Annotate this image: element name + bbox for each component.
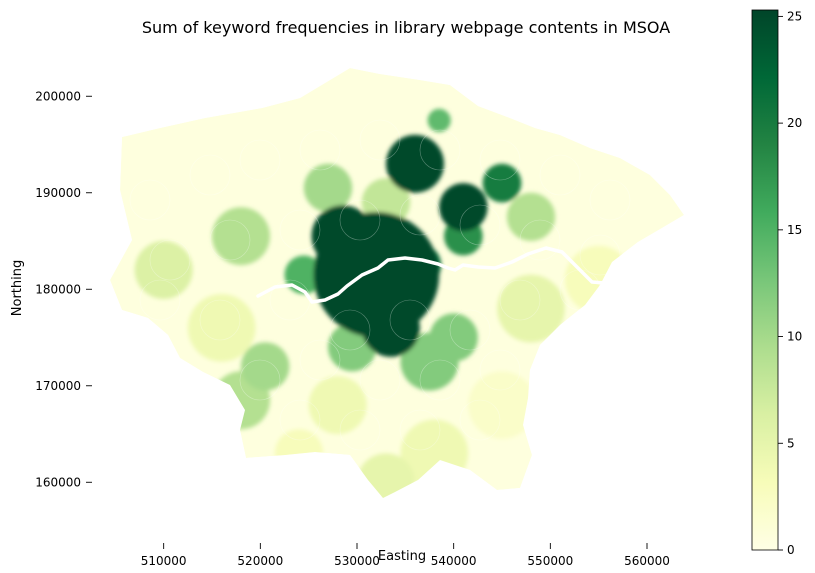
- msoa-border: [299, 339, 341, 381]
- x-tick-label: 560000: [624, 554, 670, 568]
- msoa-border: [459, 204, 501, 246]
- msoa-border: [299, 129, 341, 171]
- msoa-region: [134, 241, 193, 299]
- colorbar-tick-label: 15: [787, 223, 802, 237]
- colorbar-tick-label: 25: [787, 9, 802, 23]
- x-tick-label: 540000: [431, 554, 477, 568]
- msoa-border: [419, 129, 461, 171]
- colorbar-tick-label: 0: [787, 543, 795, 557]
- msoa-border: [139, 279, 181, 321]
- y-axis-label: Northing: [10, 260, 25, 316]
- msoa-border: [209, 219, 251, 261]
- y-tick-label: 160000: [35, 475, 81, 489]
- msoa-border: [519, 219, 561, 261]
- msoa-border: [419, 359, 461, 401]
- msoa-region: [497, 274, 565, 343]
- map-title: Sum of keyword frequencies in library we…: [142, 18, 670, 37]
- msoa-border: [329, 309, 371, 351]
- msoa-border: [359, 119, 401, 161]
- msoa-region: [357, 453, 415, 498]
- msoa-border: [589, 179, 631, 221]
- msoa-border: [149, 239, 191, 281]
- msoa-border: [459, 399, 501, 441]
- msoa-region: [564, 245, 633, 314]
- river-thames: [256, 246, 606, 304]
- colorbar-ticks: 0 5 10 15 20 25: [778, 9, 802, 557]
- msoa-border: [539, 154, 581, 196]
- msoa-border: [199, 299, 241, 341]
- msoa-region: [439, 183, 488, 232]
- msoa-border: [579, 234, 621, 276]
- msoa-border: [129, 179, 171, 221]
- msoa-border: [189, 154, 231, 196]
- msoa-region: [361, 298, 420, 357]
- colorbar-tick-label: 5: [787, 436, 795, 450]
- msoa-border: [239, 359, 281, 401]
- msoa-border: [339, 409, 381, 451]
- msoa-borders: [129, 119, 631, 451]
- colorbar-tick-label: 10: [787, 330, 802, 344]
- msoa-border: [279, 209, 321, 251]
- msoa-border: [479, 349, 521, 391]
- msoa-border: [389, 299, 431, 341]
- y-tick-label: 180000: [35, 282, 81, 296]
- msoa-region: [274, 429, 324, 478]
- y-tick-label: 190000: [35, 186, 81, 200]
- msoa-region: [212, 207, 270, 266]
- x-axis-label: Easting: [378, 549, 426, 564]
- colorbar-gradient: [751, 9, 779, 551]
- msoa-region: [427, 108, 451, 132]
- y-axis: 160000 170000 180000 190000 200000: [35, 89, 92, 489]
- msoa-border: [399, 409, 441, 451]
- colorbar: 0 5 10 15 20 25: [751, 9, 802, 557]
- msoa-border: [399, 194, 441, 236]
- msoa-region: [240, 342, 290, 391]
- msoa-region: [506, 192, 556, 242]
- msoa-border: [359, 359, 401, 401]
- msoa-region: [187, 294, 256, 362]
- msoa-border: [279, 399, 321, 441]
- msoa-region: [482, 163, 522, 203]
- x-axis: 510000 520000 530000 540000 550000 560000: [141, 543, 670, 568]
- msoa-region: [311, 205, 374, 268]
- msoa-border: [449, 309, 491, 351]
- msoa-border: [339, 199, 381, 241]
- msoa-region: [468, 371, 536, 439]
- x-tick-label: 520000: [237, 554, 283, 568]
- msoa-region: [308, 376, 367, 435]
- x-tick-label: 550000: [527, 554, 573, 568]
- msoa-region: [429, 313, 478, 362]
- y-tick-label: 200000: [35, 89, 81, 103]
- x-tick-label: 510000: [141, 554, 187, 568]
- map-area: [110, 68, 684, 498]
- x-tick-label: 530000: [334, 554, 380, 568]
- y-tick-label: 170000: [35, 379, 81, 393]
- msoa-border: [239, 139, 281, 181]
- msoa-border: [479, 139, 521, 181]
- msoa-border: [499, 279, 541, 321]
- msoa-region: [386, 134, 444, 193]
- msoa-region: [303, 163, 353, 213]
- colorbar-tick-label: 20: [787, 116, 802, 130]
